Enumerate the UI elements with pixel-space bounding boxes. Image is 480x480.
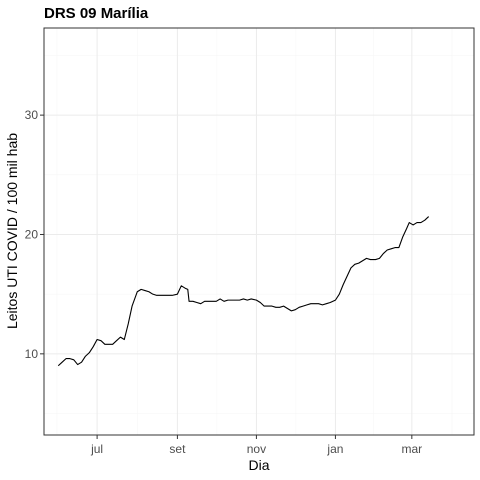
- x-axis-title: Dia: [248, 457, 269, 473]
- major-gridlines: [44, 28, 474, 435]
- panel-border: [43, 27, 475, 436]
- y-tick-label: 20: [25, 227, 39, 241]
- series-line: [57, 216, 430, 367]
- y-axis-title: Leitos UTI COVID / 100 mil hab: [4, 133, 20, 329]
- chart-title: DRS 09 Marília: [44, 5, 149, 22]
- x-tick-label: set: [169, 442, 186, 456]
- x-tick-label: jan: [326, 442, 343, 456]
- y-tick-label: 30: [25, 108, 39, 122]
- minor-gridlines: [44, 28, 474, 435]
- y-tick-label: 10: [25, 347, 39, 361]
- x-tick-label: mar: [401, 442, 422, 456]
- x-tick-label: jul: [90, 442, 103, 456]
- y-axis: 10 20 30: [25, 108, 44, 361]
- x-tick-label: nov: [247, 442, 266, 456]
- plot-panel: [44, 28, 474, 435]
- x-axis: jul set nov jan mar: [90, 435, 422, 456]
- series-layer: [57, 216, 430, 367]
